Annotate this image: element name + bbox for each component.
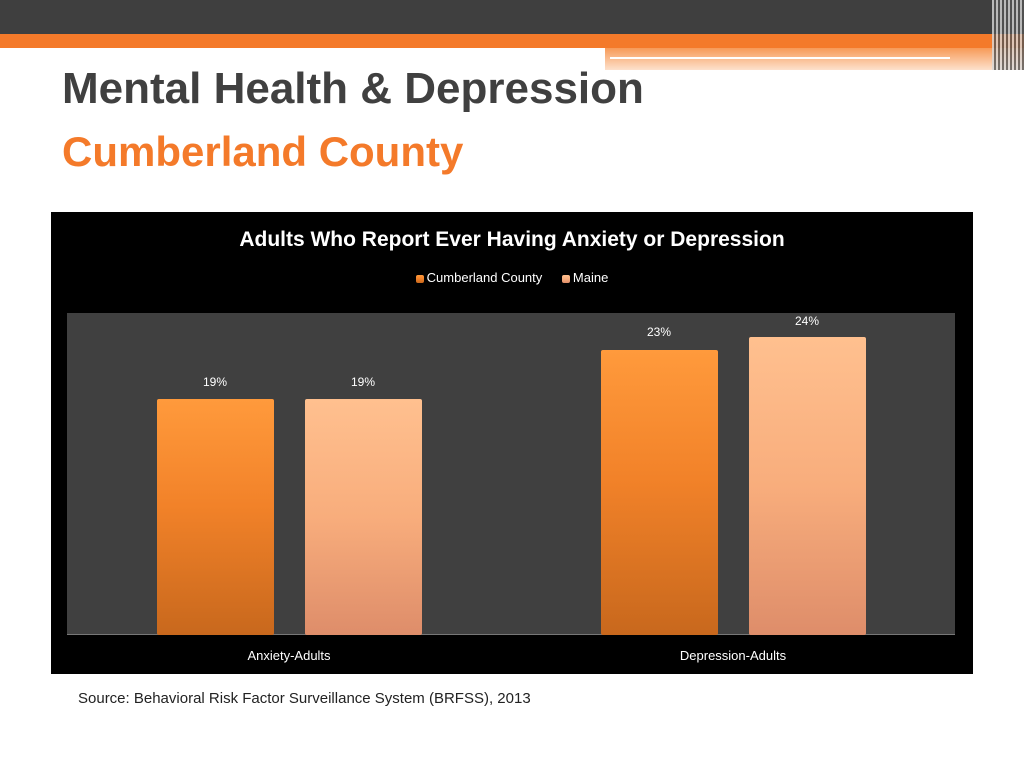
x-tick-label-depression: Depression-Adults	[679, 648, 787, 663]
x-axis-line	[67, 634, 955, 635]
decorative-stripes	[992, 0, 1024, 70]
legend-swatch-cumberland	[415, 274, 424, 283]
legend-label-cumberland: Cumberland County	[426, 270, 543, 285]
accent-line	[610, 57, 950, 59]
plot-area: 19% 19% 23% 24%	[67, 313, 955, 635]
bar-maine-depression	[748, 337, 866, 635]
bar-maine-anxiety	[304, 399, 422, 635]
chart: Adults Who Report Ever Having Anxiety or…	[51, 212, 973, 674]
legend-item-maine: Maine	[561, 270, 609, 285]
source-note: Source: Behavioral Risk Factor Surveilla…	[78, 690, 531, 707]
data-label-maine-depression: 24%	[794, 314, 820, 329]
x-tick-label-anxiety: Anxiety-Adults	[247, 648, 331, 663]
bar-cumberland-depression	[600, 349, 718, 635]
slide-subtitle: Cumberland County	[62, 128, 464, 175]
accent-band	[0, 34, 1024, 48]
accent-gradient	[605, 48, 1024, 70]
legend-label-maine: Maine	[572, 270, 609, 285]
slide-title: Mental Health & Depression	[62, 64, 644, 113]
bar-cumberland-anxiety	[156, 399, 274, 635]
header-band	[0, 0, 1024, 34]
chart-title: Adults Who Report Ever Having Anxiety or…	[239, 228, 785, 251]
data-label-cumberland-anxiety: 19%	[202, 375, 228, 390]
data-label-cumberland-depression: 23%	[646, 324, 672, 339]
data-label-maine-anxiety: 19%	[350, 375, 376, 390]
legend-item-cumberland: Cumberland County	[415, 270, 543, 285]
chart-legend: Cumberland County Maine	[51, 270, 973, 285]
legend-swatch-maine	[561, 274, 570, 283]
